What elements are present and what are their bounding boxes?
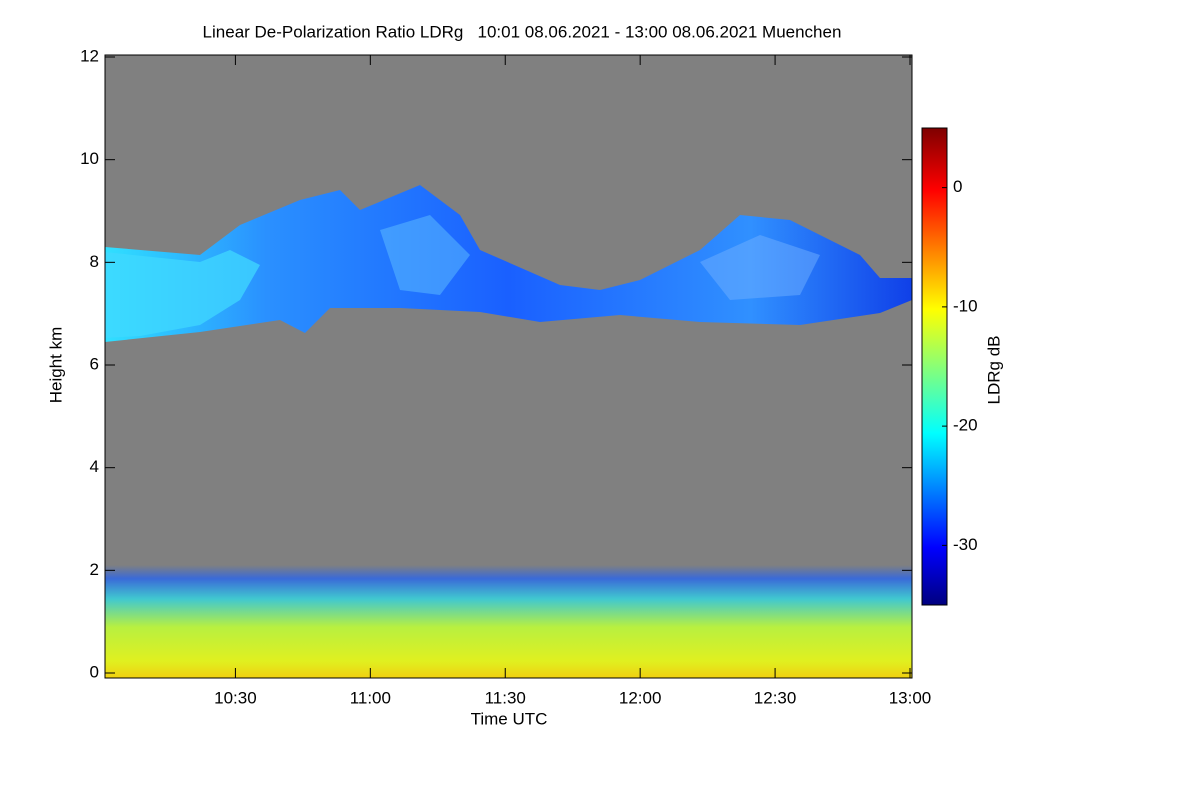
colorbar-tick-label: -10	[953, 296, 978, 315]
x-tick-label: 11:00	[350, 688, 391, 707]
y-tick-label: 0	[90, 662, 99, 681]
x-axis-label: Time UTC	[471, 709, 548, 728]
chart-title: Linear De-Polarization Ratio LDRg 10:01 …	[203, 22, 842, 41]
y-tick-label: 4	[90, 457, 99, 476]
colorbar-tick-label: -30	[953, 535, 978, 554]
y-axis-label: Height km	[46, 327, 65, 404]
heatmap	[105, 55, 912, 678]
x-tick-label: 11:30	[485, 688, 526, 707]
colorbar-label: LDRg dB	[984, 336, 1003, 405]
x-tick-label: 12:30	[754, 688, 797, 707]
x-tick-label: 12:00	[619, 688, 662, 707]
y-tick-label: 12	[80, 46, 99, 65]
x-tick-label: 13:00	[889, 688, 932, 707]
y-tick-label: 10	[80, 149, 99, 168]
y-tick-label: 2	[90, 560, 99, 579]
colorbar	[921, 127, 948, 606]
colorbar-tick-label: 0	[953, 177, 962, 196]
plot-frame	[104, 54, 913, 679]
y-tick-label: 6	[90, 354, 99, 373]
x-tick-label: 10:30	[214, 688, 257, 707]
y-tick-label: 8	[90, 252, 99, 271]
colorbar-tick-label: -20	[953, 416, 978, 435]
